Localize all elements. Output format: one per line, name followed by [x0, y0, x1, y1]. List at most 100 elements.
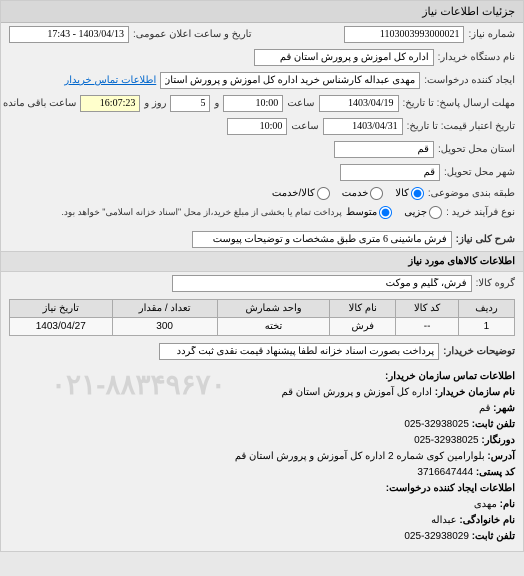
td-qty: 300 — [112, 318, 217, 336]
th-unit: واحد شمارش — [217, 300, 330, 318]
province-input[interactable] — [334, 141, 434, 158]
validity-label: تاریخ اعتبار قیمت: تا تاریخ: — [407, 121, 515, 132]
deadline-label: مهلت ارسال پاسخ: تا تاریخ: — [403, 98, 515, 109]
address-label: آدرس: — [487, 451, 515, 462]
th-date: تاریخ نیاز — [10, 300, 113, 318]
city-label: شهر محل تحویل: — [444, 167, 515, 178]
radio-service-label: خدمت — [342, 188, 369, 199]
city-input[interactable] — [340, 164, 440, 181]
remaining-time-input[interactable] — [80, 95, 140, 112]
td-unit: تخته — [217, 318, 330, 336]
td-code: -- — [396, 318, 459, 336]
days-label: روز و — [144, 98, 166, 109]
radio-service[interactable] — [370, 187, 383, 200]
requester-input[interactable] — [160, 72, 420, 89]
validity-date-input[interactable] — [323, 118, 403, 135]
requester-label: ایجاد کننده درخواست: — [424, 75, 515, 86]
radio-both-label: کالا/خدمت — [272, 188, 315, 199]
goods-table: ردیف کد کالا نام کالا واحد شمارش تعداد /… — [9, 299, 515, 336]
category-radio-group: کالا خدمت کالا/خدمت — [272, 187, 424, 200]
deadline-date-input[interactable] — [319, 95, 399, 112]
buyer-label: نام دستگاه خریدار: — [438, 52, 515, 63]
row-requester: ایجاد کننده درخواست: اطلاعات تماس خریدار — [1, 69, 523, 92]
contact-section-title: اطلاعات تماس سازمان خریدار: — [9, 369, 515, 385]
row-purchase-type: نوع فرآیند خرید : جزیی متوسط پرداخت تمام… — [1, 203, 523, 222]
buyer-notes-input[interactable] — [159, 343, 439, 360]
time-label-1: ساعت — [287, 98, 314, 109]
td-date: 1403/04/27 — [10, 318, 113, 336]
address-value: بلوارامین کوی شماره 2 اداره کل آموزش و پ… — [235, 451, 485, 462]
goods-group-label: گروه کالا: — [476, 278, 515, 289]
header-title: جزئیات اطلاعات نیاز — [422, 6, 515, 18]
table-row: 1 -- فرش تخته 300 1403/04/27 — [10, 318, 515, 336]
purchase-type-label: نوع فرآیند خرید : — [446, 207, 515, 218]
postal-label: کد پستی: — [476, 467, 515, 478]
contact-city-label: شهر: — [493, 403, 515, 414]
creator-section-title: اطلاعات ایجاد کننده درخواست: — [9, 481, 515, 497]
need-title-input[interactable] — [192, 231, 452, 248]
th-name: نام کالا — [330, 300, 396, 318]
contact-city-value: قم — [479, 403, 490, 414]
datetime-input[interactable] — [9, 26, 129, 43]
row-city: شهر محل تحویل: — [1, 161, 523, 184]
fax-value: 32938025-025 — [414, 435, 479, 446]
family-label: نام خانوادگی: — [459, 515, 515, 526]
buyer-notes-label: توضیحات خریدار: — [443, 346, 515, 357]
th-qty: تعداد / مقدار — [112, 300, 217, 318]
main-panel: جزئیات اطلاعات نیاز شماره نیاز: تاریخ و … — [0, 0, 524, 552]
th-code: کد کالا — [396, 300, 459, 318]
radio-medium[interactable] — [379, 206, 392, 219]
remaining-label: ساعت باقی مانده — [3, 98, 76, 109]
need-title-label: شرح کلی نیاز: — [456, 234, 515, 245]
creator-phone-value: 32938029-025 — [404, 531, 469, 542]
postal-value: 3716647444 — [417, 467, 473, 478]
days-input[interactable] — [170, 95, 210, 112]
goods-table-wrap: ردیف کد کالا نام کالا واحد شمارش تعداد /… — [1, 295, 523, 340]
fax-label: دورنگار: — [481, 435, 515, 446]
radio-goods-label: کالا — [395, 188, 409, 199]
table-header-row: ردیف کد کالا نام کالا واحد شمارش تعداد /… — [10, 300, 515, 318]
datetime-label: تاریخ و ساعت اعلان عمومی: — [133, 29, 252, 40]
validity-time-input[interactable] — [227, 118, 287, 135]
purchase-radio-group: جزیی متوسط — [346, 206, 442, 219]
td-row: 1 — [458, 318, 514, 336]
purchase-note: پرداخت تمام یا بخشی از مبلغ خرید،از محل … — [61, 207, 341, 218]
row-province: استان محل تحویل: — [1, 138, 523, 161]
number-label: شماره نیاز: — [468, 29, 515, 40]
goods-group-input[interactable] — [172, 275, 472, 292]
row-goods-group: گروه کالا: — [1, 272, 523, 295]
row-request-number: شماره نیاز: تاریخ و ساعت اعلان عمومی: — [1, 23, 523, 46]
contact-section: ۰۲۱-۸۸۳۴۹۶۷۰ اطلاعات تماس سازمان خریدار:… — [1, 363, 523, 551]
number-input[interactable] — [344, 26, 464, 43]
org-label: نام سازمان خریدار: — [435, 387, 515, 398]
buyer-input[interactable] — [254, 49, 434, 66]
org-value: اداره کل آموزش و پرورش استان قم — [282, 387, 432, 398]
deadline-time-input[interactable] — [223, 95, 283, 112]
name-label: نام: — [500, 499, 515, 510]
time-label-2: ساعت — [291, 121, 318, 132]
row-validity: تاریخ اعتبار قیمت: تا تاریخ: ساعت — [1, 115, 523, 138]
radio-medium-label: متوسط — [346, 207, 377, 218]
family-value: عبداله — [431, 515, 456, 526]
th-row: ردیف — [458, 300, 514, 318]
name-value: مهدی — [474, 499, 497, 510]
radio-minor[interactable] — [429, 206, 442, 219]
panel-header: جزئیات اطلاعات نیاز — [1, 1, 523, 23]
radio-minor-label: جزیی — [404, 207, 427, 218]
creator-phone-label: تلفن ثابت: — [472, 531, 515, 542]
row-buyer-notes: توضیحات خریدار: — [1, 340, 523, 363]
radio-both[interactable] — [317, 187, 330, 200]
contact-link[interactable]: اطلاعات تماس خریدار — [64, 75, 156, 86]
row-need-title: شرح کلی نیاز: — [1, 228, 523, 251]
category-label: طبقه بندی موضوعی: — [428, 188, 515, 199]
goods-section-title: اطلاعات کالاهای مورد نیاز — [1, 251, 523, 272]
row-deadline: مهلت ارسال پاسخ: تا تاریخ: ساعت و روز و … — [1, 92, 523, 115]
and-label: و — [214, 98, 219, 109]
province-label: استان محل تحویل: — [438, 144, 515, 155]
row-category: طبقه بندی موضوعی: کالا خدمت کالا/خدمت — [1, 184, 523, 203]
radio-goods[interactable] — [411, 187, 424, 200]
td-name: فرش — [330, 318, 396, 336]
row-buyer: نام دستگاه خریدار: — [1, 46, 523, 69]
phone-value: 32938025-025 — [404, 419, 469, 430]
phone-label: تلفن ثابت: — [472, 419, 515, 430]
